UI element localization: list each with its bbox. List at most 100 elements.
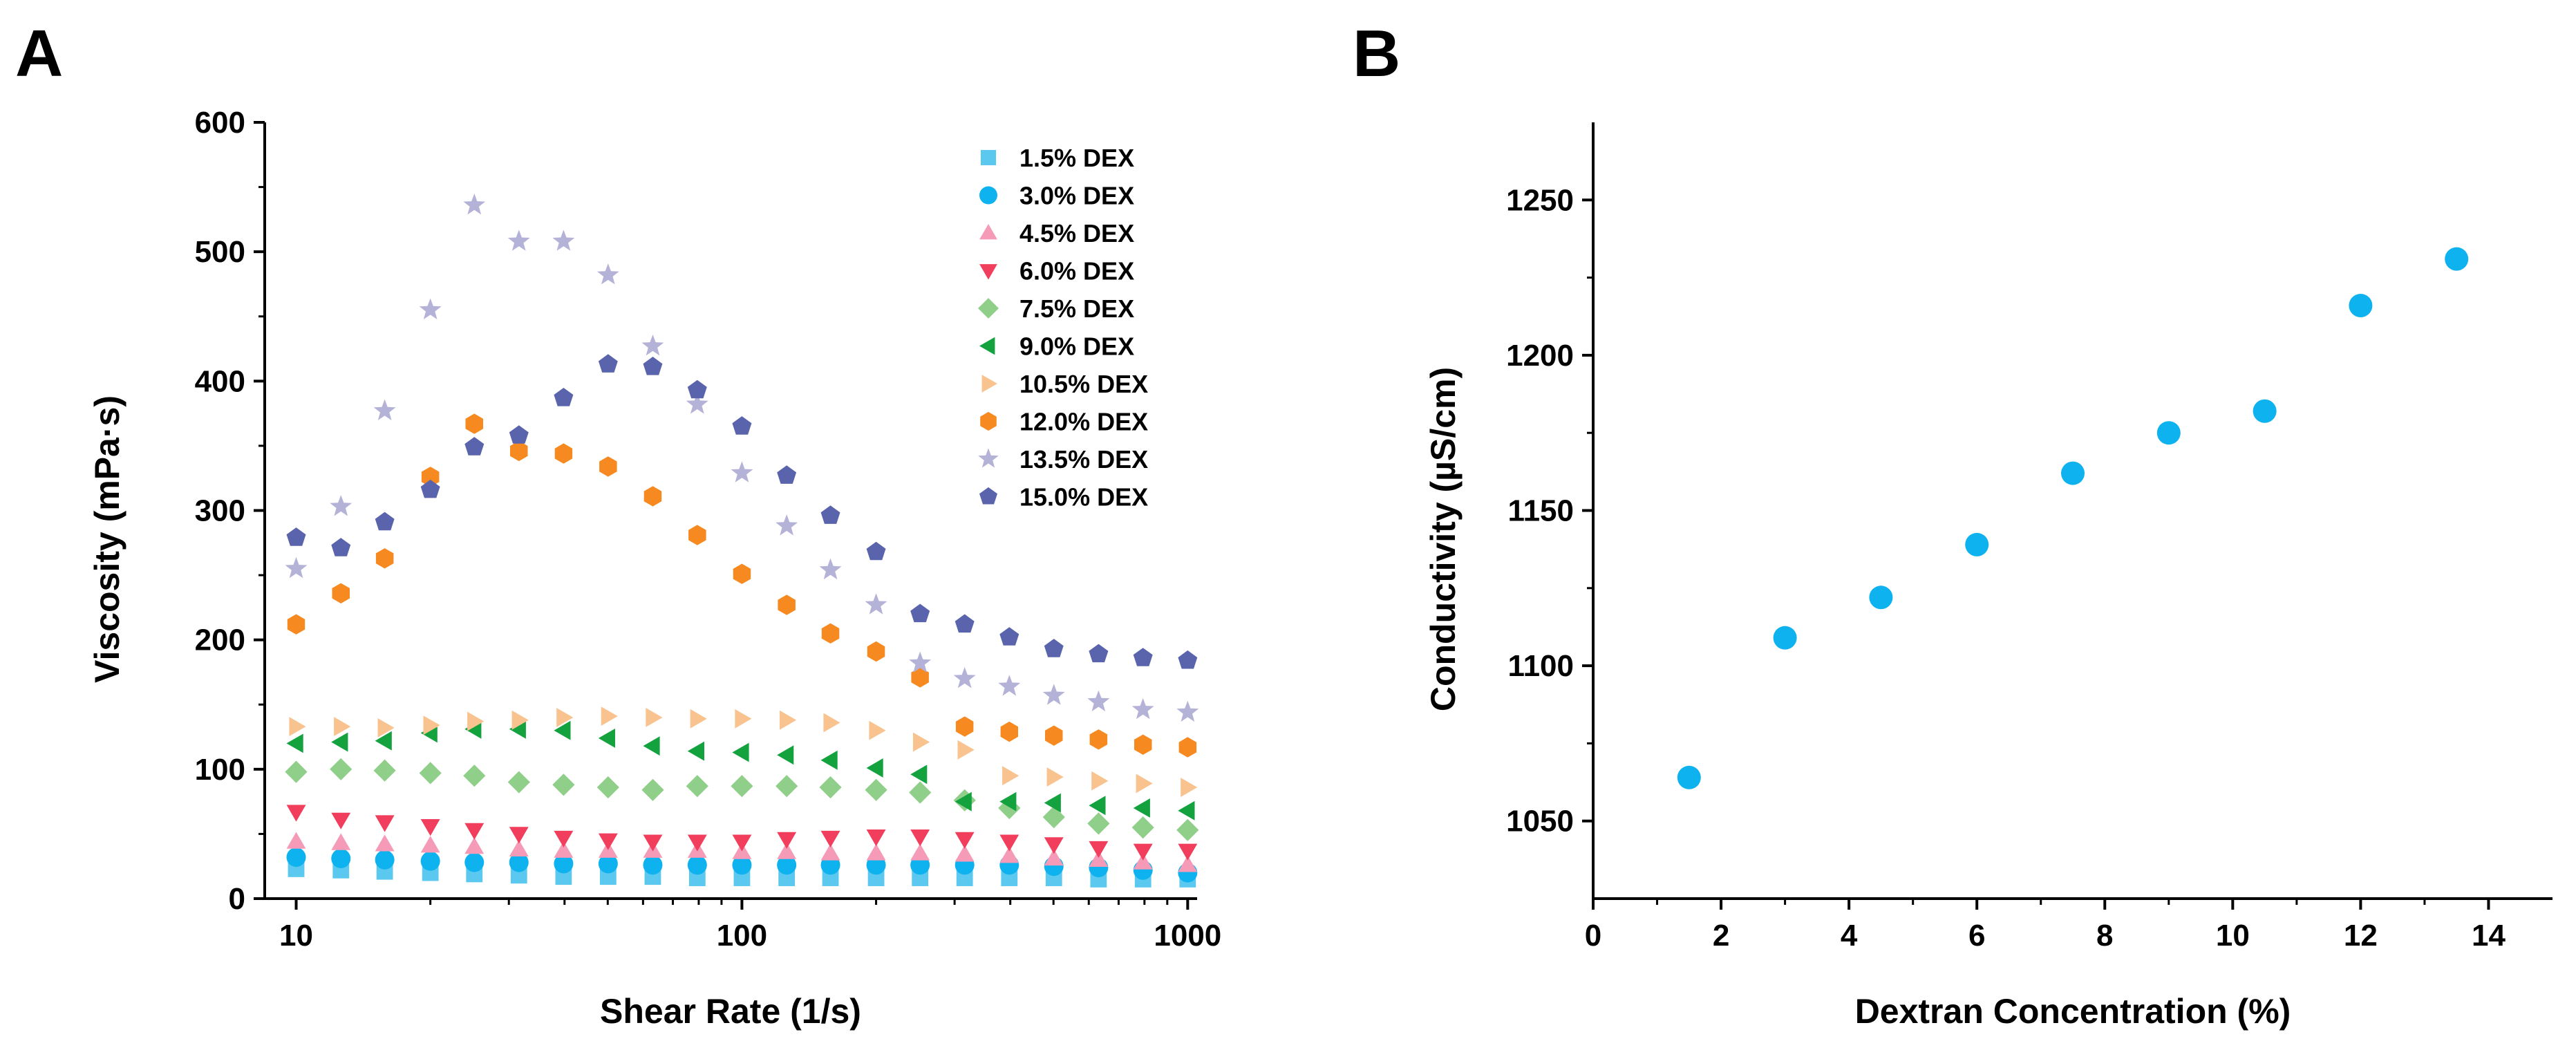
data-point xyxy=(2445,247,2469,271)
data-point xyxy=(999,791,1017,812)
data-point xyxy=(820,505,840,524)
data-point xyxy=(955,845,975,862)
data-point xyxy=(955,791,972,812)
data-point xyxy=(289,717,306,736)
data-point xyxy=(778,870,796,886)
panel-a-x-tick-label: 10 xyxy=(279,919,313,953)
data-point xyxy=(420,479,440,498)
panel-b-y-tick-label: 1050 xyxy=(1506,805,1574,838)
data-point xyxy=(777,832,797,849)
data-point xyxy=(599,868,617,885)
data-point xyxy=(419,298,442,319)
data-point xyxy=(286,733,303,753)
data-point xyxy=(1044,849,1064,866)
legend-marker xyxy=(979,337,995,355)
data-point xyxy=(1178,855,1198,872)
panel-a-y-axis-title: Viscosity (mPa·s) xyxy=(88,395,126,683)
data-point xyxy=(1134,734,1152,755)
panel-letter-a: A xyxy=(15,17,63,91)
data-point xyxy=(910,843,930,861)
data-point xyxy=(375,512,395,531)
panel-a-y-tick-label: 200 xyxy=(195,624,245,657)
data-point xyxy=(820,750,838,770)
series-12-0-dex xyxy=(287,413,1197,758)
data-point xyxy=(688,525,706,545)
data-point xyxy=(286,832,306,849)
data-point xyxy=(999,627,1019,646)
data-point xyxy=(910,603,930,623)
data-point xyxy=(641,778,664,801)
data-point xyxy=(331,833,351,850)
panel-a-plot-area xyxy=(285,194,1199,888)
data-point xyxy=(467,711,485,731)
legend-marker xyxy=(980,149,997,166)
panel-b-plot-area xyxy=(1677,247,2469,789)
data-point xyxy=(1178,737,1197,758)
data-point xyxy=(735,709,752,729)
series-15-0-dex xyxy=(286,354,1198,669)
data-point xyxy=(464,837,485,854)
legend-label: 13.5% DEX xyxy=(1019,445,1148,474)
data-point xyxy=(2156,421,2181,445)
data-point xyxy=(733,563,751,584)
panel-b-x-tick-label: 14 xyxy=(2472,919,2506,953)
data-point xyxy=(331,812,351,829)
data-point xyxy=(643,834,663,852)
data-point xyxy=(554,443,573,464)
data-point xyxy=(1677,765,1701,789)
data-point xyxy=(507,229,530,251)
data-point xyxy=(286,805,306,822)
data-point xyxy=(331,732,348,752)
data-point xyxy=(2061,461,2085,485)
data-point xyxy=(375,731,392,751)
data-point xyxy=(1133,852,1153,870)
data-point xyxy=(286,847,306,868)
data-point xyxy=(732,416,752,435)
data-point xyxy=(1046,767,1064,787)
data-point xyxy=(643,855,663,875)
data-point xyxy=(285,556,308,579)
data-point xyxy=(1869,585,1893,610)
data-point xyxy=(641,335,664,356)
legend-marker xyxy=(979,224,997,240)
data-point xyxy=(1002,766,1019,786)
data-point xyxy=(1089,850,1109,867)
data-point xyxy=(777,842,797,859)
data-point xyxy=(373,399,396,420)
data-point xyxy=(1089,796,1106,816)
data-point xyxy=(819,776,842,799)
data-point xyxy=(1181,778,1198,797)
panel-b-x-axis-title: Dextran Concentration (%) xyxy=(1855,992,2291,1031)
data-point xyxy=(777,465,797,484)
panel-b-x-tick-label: 0 xyxy=(1585,919,1601,953)
data-point xyxy=(687,741,704,761)
panel-a-y-tick-label: 400 xyxy=(195,364,245,398)
data-point xyxy=(554,388,574,406)
data-point xyxy=(287,614,305,635)
data-point xyxy=(1131,816,1154,839)
data-point xyxy=(598,729,615,748)
data-point xyxy=(1133,843,1153,861)
data-point xyxy=(375,850,395,870)
data-point xyxy=(510,440,528,462)
data-point xyxy=(955,614,975,633)
data-point xyxy=(821,623,840,644)
data-point xyxy=(421,467,440,487)
data-point xyxy=(867,870,885,886)
data-point xyxy=(1087,812,1110,835)
data-point xyxy=(955,832,975,849)
data-point xyxy=(866,843,886,861)
data-point xyxy=(646,708,663,727)
data-point xyxy=(554,830,574,847)
data-point xyxy=(1133,648,1153,666)
panel-b-x-tick-label: 8 xyxy=(2096,919,2113,953)
series-13-5-dex xyxy=(285,194,1199,722)
data-point xyxy=(909,781,932,804)
legend-marker xyxy=(978,448,999,468)
data-point xyxy=(464,823,485,840)
data-point xyxy=(999,846,1019,863)
data-point xyxy=(732,855,752,875)
data-point xyxy=(334,717,351,736)
legend-marker xyxy=(981,375,997,393)
